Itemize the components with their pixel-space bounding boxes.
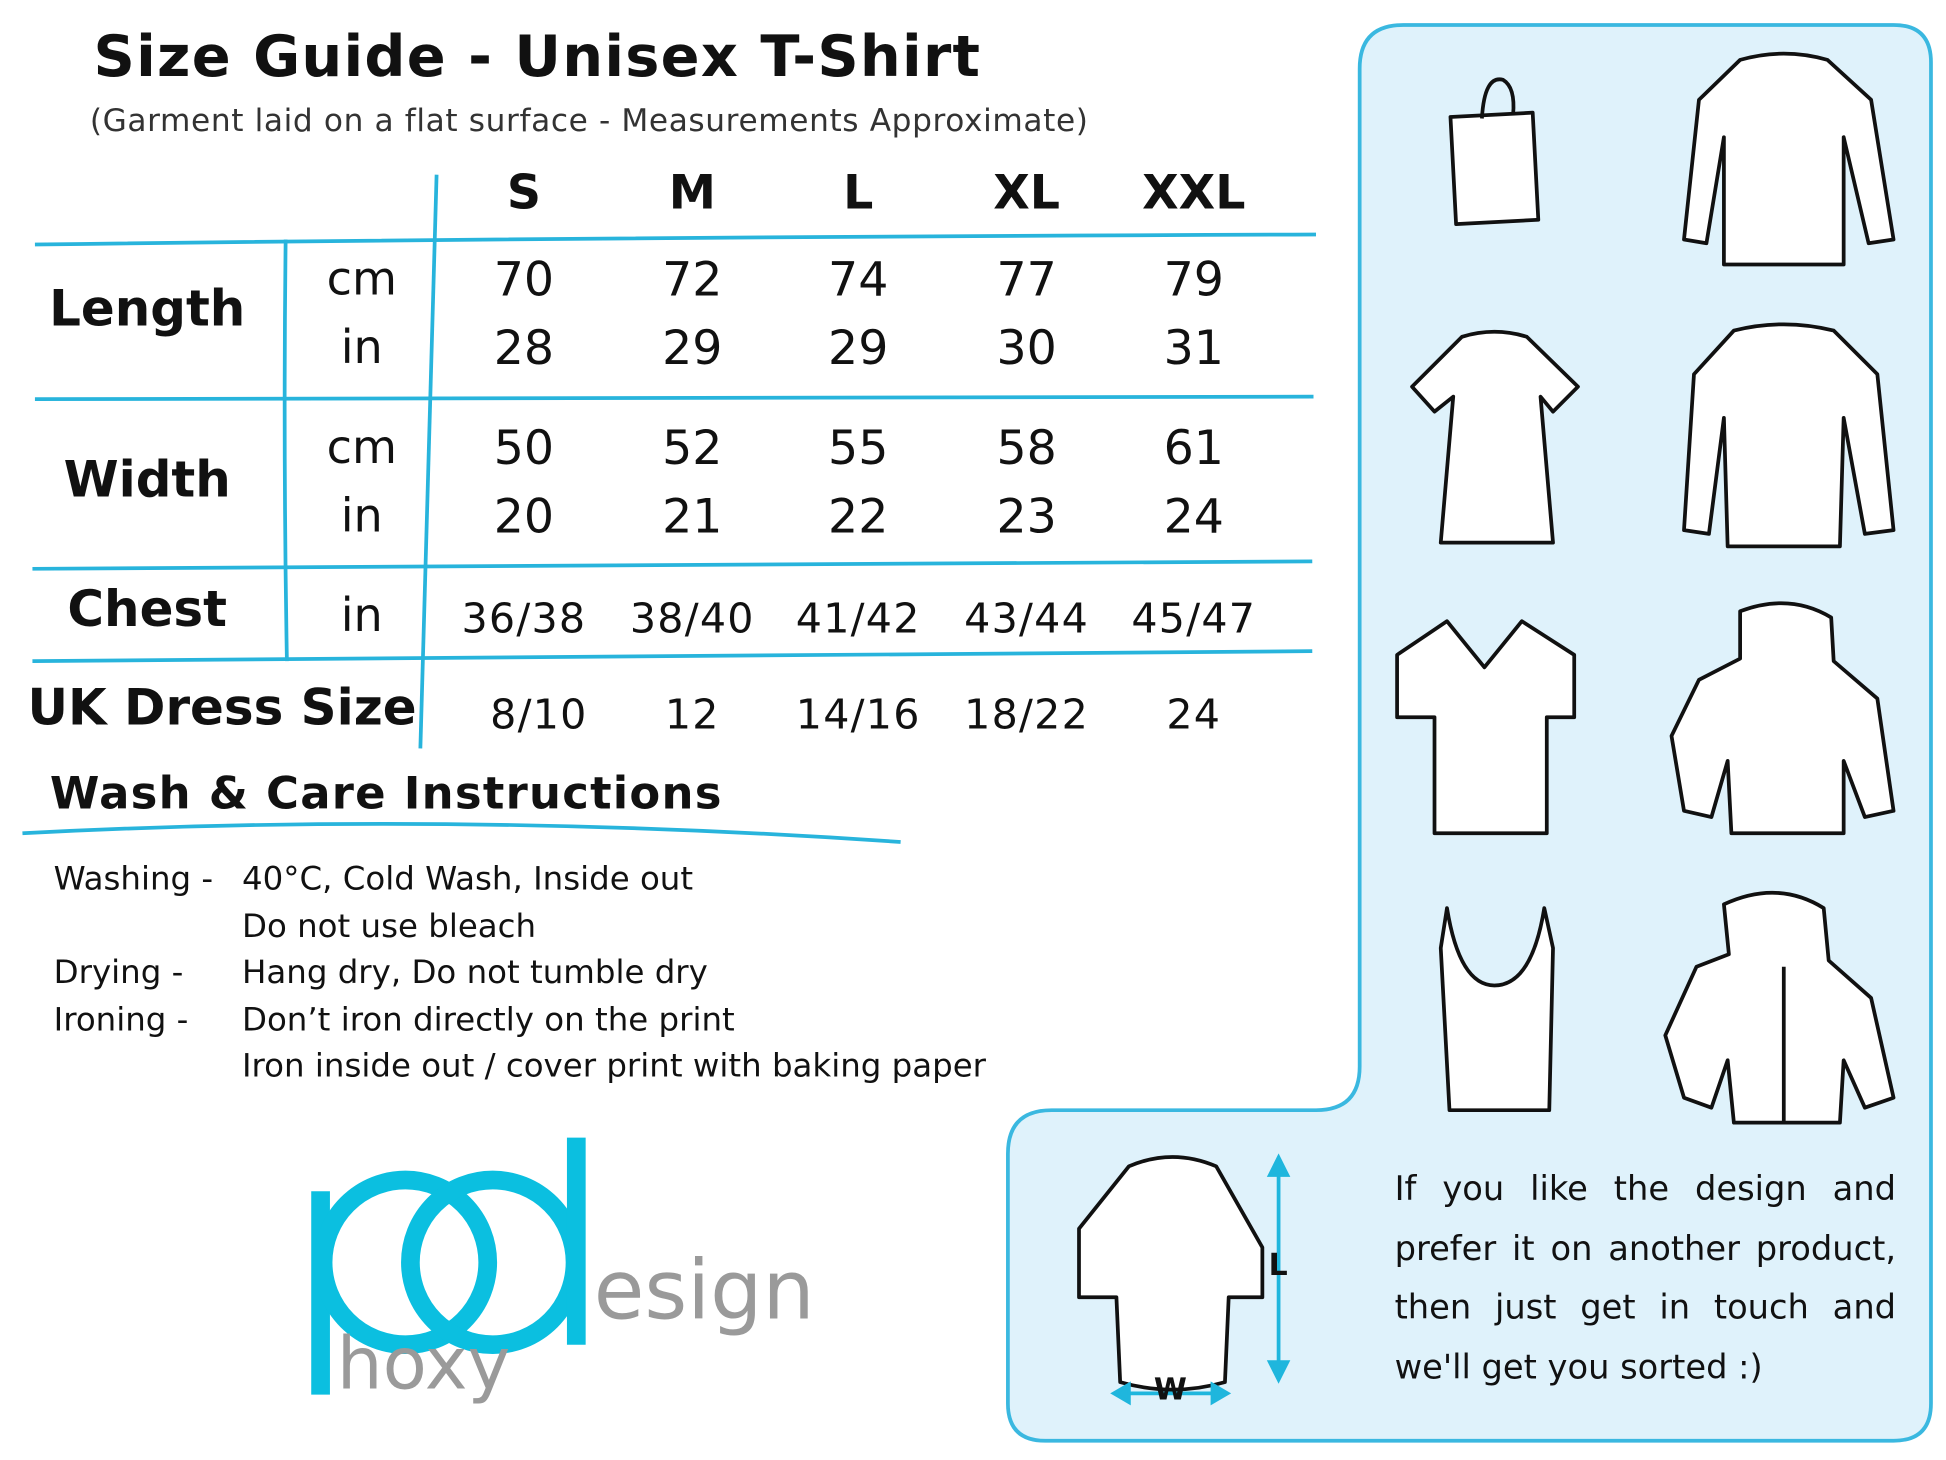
table-cell: 36/38 <box>461 593 587 643</box>
row-label-chest: Chest <box>67 581 227 639</box>
row-label-length: Length <box>49 280 246 339</box>
blurb-line: If you like the design and <box>1394 1170 1897 1209</box>
size-header: XL <box>993 164 1060 220</box>
care-label: Drying - <box>53 954 184 992</box>
logo-esign: esign <box>593 1242 815 1339</box>
table-cell: 74 <box>828 251 889 307</box>
table-cell: 12 <box>664 689 720 739</box>
care-heading: Wash & Care Instructions <box>49 768 723 820</box>
size-header: S <box>506 164 541 220</box>
table-cell: 79 <box>1163 251 1224 307</box>
table-cell: 23 <box>996 488 1057 544</box>
page-subtitle: (Garment laid on a flat surface - Measur… <box>89 102 1089 139</box>
page-title: Size Guide - Unisex T-Shirt <box>93 22 982 90</box>
table-cell: 70 <box>493 251 555 307</box>
care-label: Washing - <box>53 860 214 899</box>
womens-tee-icon <box>1410 329 1580 545</box>
row-label-width: Width <box>63 451 231 509</box>
width-label: W <box>1153 1372 1187 1408</box>
logo-pd-mark <box>311 1137 586 1395</box>
size-header: XXL <box>1142 164 1246 220</box>
unit-label: in <box>340 488 383 543</box>
table-cell: 20 <box>493 488 555 544</box>
unit-label: cm <box>326 251 397 306</box>
measure-tee-icon <box>1077 1155 1265 1392</box>
zip-hoodie-icon <box>1663 890 1896 1125</box>
table-cell: 43/44 <box>964 593 1090 643</box>
size-header: L <box>843 164 874 220</box>
care-text: Do not use bleach <box>241 907 537 945</box>
table-cell: 41/42 <box>795 593 921 643</box>
measure-arrows <box>1110 1153 1291 1406</box>
tote-bag-icon <box>1448 77 1541 226</box>
table-cell: 55 <box>828 420 889 476</box>
table-cell: 29 <box>662 320 723 376</box>
table-cell: 72 <box>662 251 723 307</box>
unit-label: in <box>340 588 383 643</box>
table-cell: 61 <box>1163 420 1224 476</box>
care-text: Hang dry, Do not tumble dry <box>241 954 708 992</box>
unit-label: in <box>340 320 383 375</box>
table-cell: 50 <box>493 420 555 476</box>
table-cell: 30 <box>996 320 1057 376</box>
table-cell: 58 <box>996 420 1057 476</box>
table-cell: 24 <box>1163 488 1224 544</box>
sweatshirt-icon <box>1682 322 1896 549</box>
table-cell: 38/40 <box>629 593 755 643</box>
long-sleeve-tee-icon <box>1682 51 1896 267</box>
table-cell: 22 <box>828 488 889 544</box>
table-cell: 77 <box>996 251 1057 307</box>
table-cell: 14/16 <box>795 689 921 739</box>
table-cell: 28 <box>493 320 555 376</box>
care-text: Iron inside out / cover print with bakin… <box>241 1047 987 1086</box>
table-cell: 31 <box>1163 320 1224 376</box>
table-cell: 52 <box>662 420 723 476</box>
tank-top-icon <box>1438 906 1555 1113</box>
table-cell: 8/10 <box>490 689 588 739</box>
table-cell: 21 <box>662 488 723 544</box>
row-label-uk-dress-size: UK Dress Size <box>27 679 417 738</box>
logo-hoxy: hoxy <box>336 1320 511 1406</box>
blurb-line: prefer it on another product, <box>1394 1229 1897 1269</box>
care-text: 40°C, Cold Wash, Inside out <box>241 860 694 899</box>
table-cell: 29 <box>828 320 889 376</box>
care-text: Don’t iron directly on the print <box>241 1001 735 1039</box>
unit-label: cm <box>326 420 397 475</box>
table-cell: 24 <box>1166 689 1222 739</box>
blurb-line: then just get in touch and <box>1394 1288 1897 1328</box>
hoodie-icon <box>1669 601 1896 836</box>
table-cell: 45/47 <box>1131 593 1257 643</box>
v-neck-tee-icon <box>1395 619 1577 836</box>
size-header: M <box>668 164 716 220</box>
table-grid <box>22 174 1317 844</box>
length-label: L <box>1268 1247 1288 1283</box>
care-label: Ironing - <box>53 1001 189 1039</box>
blurb-line: we'll get you sorted :) <box>1394 1348 1763 1388</box>
table-cell: 18/22 <box>964 689 1090 739</box>
